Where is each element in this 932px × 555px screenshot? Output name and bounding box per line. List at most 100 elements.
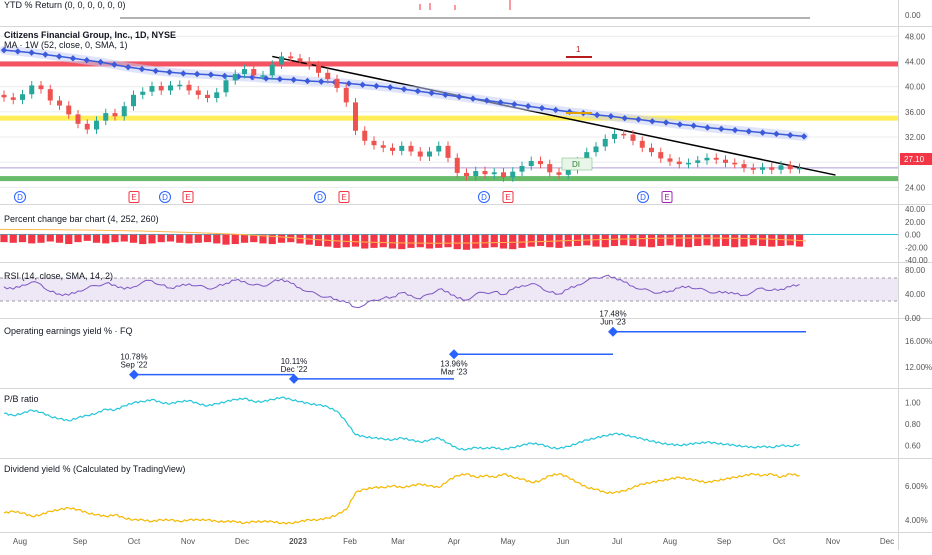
- pct-bar: [250, 234, 258, 243]
- ytd-return-title: YTD % Return (0, 0, 0, 0, 0, 0): [4, 0, 126, 10]
- pct-bar: [139, 234, 147, 245]
- ma-point: [690, 122, 697, 129]
- rsi-panel[interactable]: 80.00 40.00 0.00 RSI (14, close, SMA, 14, …: [0, 266, 926, 323]
- pct-bar: [176, 234, 184, 243]
- candle-body: [501, 172, 506, 178]
- candle-body: [556, 172, 562, 175]
- percent-change-bars: [0, 228, 898, 250]
- ma-point: [414, 87, 421, 95]
- candle-body: [704, 157, 710, 161]
- candle-body: [399, 145, 405, 151]
- candle-body: [491, 172, 497, 175]
- percent-change-panel[interactable]: 40.00 20.00 0.00 -20.00 -40.00 Percent chang…: [0, 205, 928, 265]
- dividend-icon: [478, 191, 490, 203]
- ma-point: [469, 95, 477, 102]
- ma-point: [428, 89, 435, 97]
- earnings-yield-panel[interactable]: 10.78%Sep '22 10.11%Dec '22 13.96%Mar '23 1…: [4, 310, 932, 384]
- band-red: [0, 61, 898, 67]
- ma-point: [773, 130, 780, 138]
- ma-point: [304, 77, 311, 85]
- event-dividend[interactable]: D: [314, 191, 326, 203]
- time-tick-label: Nov: [181, 537, 195, 546]
- candle-body: [168, 85, 173, 91]
- earnings-icon: [128, 191, 140, 203]
- candle-body: [630, 134, 636, 141]
- event-earnings[interactable]: E: [338, 191, 350, 203]
- event-earnings[interactable]: E: [182, 191, 194, 203]
- candle-body: [769, 167, 775, 170]
- ma-point: [152, 67, 159, 75]
- event-earnings_future[interactable]: E: [661, 191, 673, 203]
- pct-bar: [65, 234, 73, 245]
- candle-body: [464, 172, 469, 177]
- pct-bar: [305, 234, 313, 245]
- pct-bar: [74, 234, 82, 243]
- candle-body: [649, 147, 654, 153]
- ma-point: [83, 57, 90, 64]
- ytd-return-panel: YTD % Return (0, 0, 0, 0, 0, 0) 0.00: [4, 0, 921, 20]
- earnings-period-label: Dec '22: [281, 365, 308, 374]
- ma-point: [166, 68, 173, 76]
- candle-body: [639, 140, 645, 148]
- event-dividend[interactable]: D: [159, 191, 171, 203]
- pct-bar: [703, 234, 711, 246]
- candle-body: [121, 106, 127, 117]
- earnings-yield-axis: 16.00% 12.00%: [905, 337, 932, 372]
- pct-bar: [647, 234, 656, 248]
- time-axis[interactable]: Aug Sep Oct Nov Dec 2023 Feb Mar Apr May Jun Jul Aug…: [13, 537, 894, 546]
- time-tick-label: Oct: [773, 537, 786, 546]
- earnings-icon: [182, 191, 194, 203]
- candle-body: [380, 145, 386, 148]
- pct-bar: [129, 234, 138, 243]
- candle-body: [713, 157, 719, 160]
- ma-point: [387, 84, 394, 91]
- pct-bar: [444, 234, 452, 248]
- ma-point: [318, 78, 325, 85]
- candle-body: [750, 167, 756, 170]
- event-label: D: [317, 193, 323, 202]
- rsi-band-fill: [0, 278, 898, 301]
- ma-point: [649, 118, 656, 125]
- event-earnings[interactable]: E: [502, 191, 514, 203]
- pct-bar: [166, 234, 175, 242]
- candle-body: [390, 147, 395, 151]
- earnings-period-label: Sep '22: [121, 361, 148, 370]
- ma-point: [718, 125, 725, 133]
- ma-point: [704, 124, 711, 131]
- event-earnings[interactable]: E: [128, 191, 140, 203]
- ma-point: [55, 53, 63, 60]
- candle-body: [676, 161, 682, 165]
- candle-body: [584, 152, 590, 162]
- ma-point: [759, 129, 766, 136]
- earnings-icon: [502, 191, 514, 203]
- pct-bar: [657, 234, 665, 246]
- pct-tick-label: -40.00: [905, 256, 928, 265]
- trendline: [272, 55, 836, 176]
- candle-body: [445, 145, 451, 158]
- pct-bar: [666, 234, 674, 246]
- candle-body: [260, 75, 266, 77]
- candle-body: [297, 58, 303, 62]
- time-tick-label: Nov: [826, 537, 840, 546]
- dividend-yield-panel[interactable]: 6.00% 4.00% Dividend yield % (Calculated …: [3, 464, 928, 525]
- pct-bar: [592, 234, 600, 247]
- pb-ratio-panel[interactable]: 1.00 0.80 0.60 P/B ratio: [3, 394, 921, 451]
- candle-body: [343, 87, 349, 103]
- pct-bar: [490, 234, 498, 248]
- event-dividend[interactable]: D: [637, 191, 649, 203]
- event-dividend[interactable]: D: [14, 191, 26, 203]
- candle-body: [57, 100, 62, 106]
- pct-tick-label: 40.00: [905, 205, 926, 214]
- time-tick-label: 2023: [289, 537, 307, 546]
- event-label: E: [131, 193, 136, 202]
- event-dividend[interactable]: D: [478, 191, 490, 203]
- pb-tick-label: 0.60: [905, 441, 921, 450]
- pct-bar: [527, 234, 535, 247]
- ma-point: [455, 93, 463, 100]
- ma-point: [676, 121, 684, 128]
- rsi-title: RSI (14, close, SMA, 14, 2): [4, 271, 113, 281]
- time-tick-label: Jul: [612, 537, 622, 546]
